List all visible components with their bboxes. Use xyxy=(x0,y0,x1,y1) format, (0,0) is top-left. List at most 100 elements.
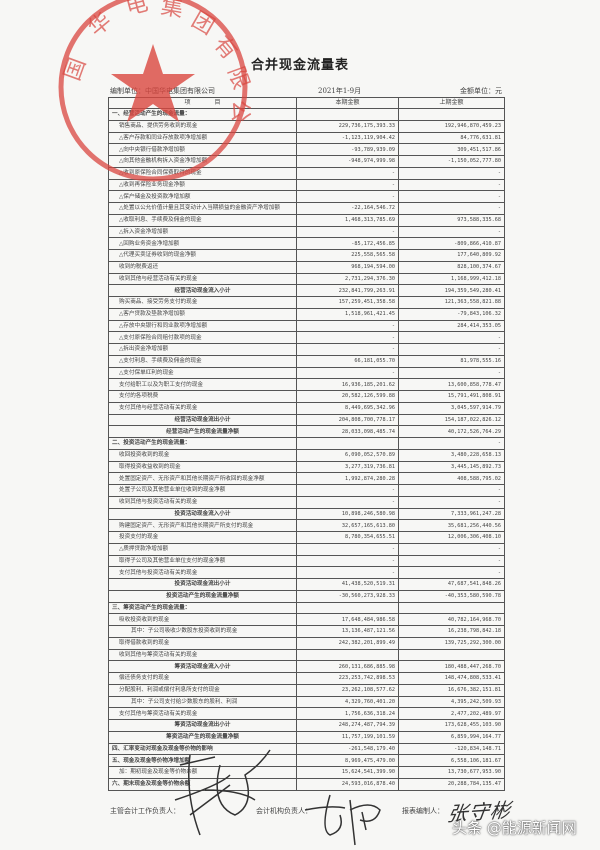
table-row: △拆出资金净增加额 - - xyxy=(108,343,505,356)
current-amount: 66,181,055.70 xyxy=(296,354,399,368)
current-amount: -22,164,546.72 xyxy=(296,202,399,215)
current-amount: -30,560,273,928.33 xyxy=(296,589,399,603)
row-label: 吸收投资收到的现金 xyxy=(108,613,297,626)
previous-amount: 12,006,306,408.10 xyxy=(398,531,505,544)
preparer-label: 报表编制人： xyxy=(402,807,444,815)
table-row: △保户储金及投资款净增加额 - - xyxy=(108,190,505,203)
previous-amount: 15,791,491,808.91 xyxy=(398,390,505,403)
current-amount: 223,253,742,898.53 xyxy=(296,672,399,685)
current-amount: 204,808,700,778.17 xyxy=(296,413,399,427)
row-label: 收到其他与经营活动有关的现金 xyxy=(108,272,297,286)
current-amount: - xyxy=(296,566,399,579)
svg-text:团: 团 xyxy=(187,8,219,41)
previous-amount: 6,859,994,164.77 xyxy=(398,730,505,744)
previous-amount: 81,978,555.16 xyxy=(398,354,505,368)
table-row: △回购业务资金净增加额 -85,172,456.85 -809,866,410.87 xyxy=(108,237,505,250)
table-row: 筹资活动产生的现金流量净额 11,757,199,101.59 6,859,994,… xyxy=(108,730,505,744)
table-row: 收到其他与筹资活动有关的现金 xyxy=(108,648,505,662)
previous-amount: -40,353,580,590.78 xyxy=(398,589,505,603)
previous-amount: 4,395,242,509.93 xyxy=(398,695,505,709)
row-label: 收到其他与投资活动有关的现金 xyxy=(108,495,297,509)
table-row: △支付利息、手续费及佣金的现金 66,181,055.70 81,978,555.1… xyxy=(108,354,505,368)
table-row: △收到原保险合同保费取得的现金 - - xyxy=(108,166,505,180)
table-row: △向其他金融机构拆入资金净增加额 -948,974,999.98 -1,150,05… xyxy=(108,155,505,168)
report-period: 2021年1-9月 xyxy=(318,87,362,95)
table-row: 收到其他与经营活动有关的现金 2,731,294,376.30 1,168,999,… xyxy=(108,272,505,286)
previous-amount: - xyxy=(398,566,505,579)
current-amount: 8,969,475,479.00 xyxy=(296,754,399,767)
current-amount: 16,936,185,201.62 xyxy=(296,378,399,391)
row-label: △拆出资金净增加额 xyxy=(108,343,297,356)
table-row: 支付给职工以及为职工支付的现金 16,936,185,201.62 13,600,8… xyxy=(108,378,505,391)
table-row: △质押贷款净增加额 - - xyxy=(108,542,505,556)
table-row: △收取利息、手续费及佣金的现金 1,468,313,785.69 973,588,3… xyxy=(108,213,505,227)
previous-amount: 284,414,353.05 xyxy=(398,319,505,333)
previous-amount: 192,946,870,459.23 xyxy=(398,119,505,133)
previous-amount: 309,451,517.86 xyxy=(398,143,505,156)
column-header-item: 项 目 xyxy=(108,97,297,109)
previous-amount: 121,363,558,821.88 xyxy=(398,296,505,309)
table-row: 筹资活动现金流入小计 260,131,686,885.98 180,488,447,… xyxy=(108,660,505,673)
previous-amount: 3,480,228,658.13 xyxy=(398,448,505,462)
row-label: 四、汇率变动对现金及现金等价物的影响 xyxy=(108,742,297,756)
row-label: 销售商品、提供劳务收到的现金 xyxy=(108,119,297,133)
table-row: 取得子公司及其他营业单位支付的现金净额 - - xyxy=(108,554,505,568)
current-amount xyxy=(296,601,399,615)
row-label: 支付其他与经营活动有关的现金 xyxy=(108,401,297,415)
current-amount: 20,582,126,599.88 xyxy=(296,390,399,403)
table-row: 经营活动现金流出小计 204,808,700,778.17 154,187,022,… xyxy=(108,413,505,427)
row-label: △处置以公允价值计量且其变动计入当期损益的金融资产净增加额 xyxy=(108,202,297,215)
current-amount: 157,259,451,358.58 xyxy=(296,296,399,309)
row-label: △支付保单红利的现金 xyxy=(108,366,297,380)
row-label: 六、期末现金及现金等价物余额 xyxy=(108,777,297,791)
row-label: △客户贷款及垫款净增加额 xyxy=(108,307,297,321)
current-amount: - xyxy=(296,331,399,344)
column-header-previous: 上期金额 xyxy=(398,97,505,109)
table-row: 取得投资收益收到的现金 3,277,319,736.81 3,445,145,892… xyxy=(108,460,505,474)
previous-amount: 194,359,549,280.41 xyxy=(398,284,505,297)
row-label: 购建固定资产、无形资产和其他长期资产所支付的现金 xyxy=(108,519,297,532)
table-row: 支付其他与投资活动有关的现金 - - xyxy=(108,566,505,579)
previous-amount: 47,687,541,848.26 xyxy=(398,578,505,591)
table-row: 支付的各项税费 20,582,126,599.88 15,791,491,808.9… xyxy=(108,390,505,403)
table-row: △支付保单红利的现金 - - xyxy=(108,366,505,380)
row-label: △拆入资金净增加额 xyxy=(108,225,297,239)
table-row: 六、期末现金及现金等价物余额 24,593,016,878.40 20,288,78… xyxy=(108,777,505,791)
current-amount: 6,090,052,570.89 xyxy=(296,448,399,462)
previous-amount: - xyxy=(398,554,505,568)
row-label: △代理买卖证券收到的现金净额 xyxy=(108,249,297,262)
watermark: 头条 @能源新闻网 xyxy=(452,819,577,837)
previous-amount: 148,474,808,533.41 xyxy=(398,672,505,685)
previous-amount: 408,588,795.02 xyxy=(398,472,505,485)
table-row: 销售商品、提供劳务收到的现金 229,736,175,393.33 192,946,… xyxy=(108,119,505,133)
table-row: 分配股利、利润或偿付利息所支付的现金 23,262,108,577.62 16,67… xyxy=(108,683,505,697)
current-amount: 8,780,354,655.51 xyxy=(296,531,399,544)
svg-text:华: 华 xyxy=(84,8,117,41)
table-row: 收到的税费返还 968,194,594.00 828,100,374.67 xyxy=(108,260,505,274)
currency-unit: 金额单位：元 xyxy=(460,87,502,95)
table-row: 经营活动现金流入小计 232,841,799,263.91 194,359,549,… xyxy=(108,284,505,297)
previous-amount: - xyxy=(398,343,505,356)
svg-text:电: 电 xyxy=(123,0,151,21)
previous-amount: 84,776,631.81 xyxy=(398,131,505,145)
row-label: 投资支付的现金 xyxy=(108,531,297,544)
current-amount: - xyxy=(296,495,399,509)
previous-amount: 7,333,961,247.28 xyxy=(398,507,505,521)
current-amount: - xyxy=(296,319,399,333)
previous-amount: 13,730,677,953.90 xyxy=(398,766,505,779)
table-row: 偿还债务支付的现金 223,253,742,898.53 148,474,808,5… xyxy=(108,672,505,685)
row-label: 筹资活动产生的现金流量净额 xyxy=(108,730,297,744)
previous-amount: 40,172,526,764.29 xyxy=(398,425,505,438)
current-amount: -261,548,179.40 xyxy=(296,742,399,756)
row-label: 支付的各项税费 xyxy=(108,390,297,403)
previous-amount: 16,676,382,151.81 xyxy=(398,683,505,697)
previous-amount: -120,834,148.71 xyxy=(398,742,505,756)
table-row: 处置子公司及其他营业单位收到的现金净额 - - xyxy=(108,484,505,497)
previous-amount: - xyxy=(398,366,505,380)
row-label: 取得子公司及其他营业单位支付的现金净额 xyxy=(108,554,297,568)
previous-amount: - xyxy=(398,484,505,497)
current-amount: - xyxy=(296,366,399,380)
previous-amount: - xyxy=(398,225,505,239)
previous-amount: 180,488,447,268.70 xyxy=(398,660,505,673)
table-row: △客户存款和同业存放款项净增加额 -1,123,119,904.42 84,776,… xyxy=(108,131,505,145)
